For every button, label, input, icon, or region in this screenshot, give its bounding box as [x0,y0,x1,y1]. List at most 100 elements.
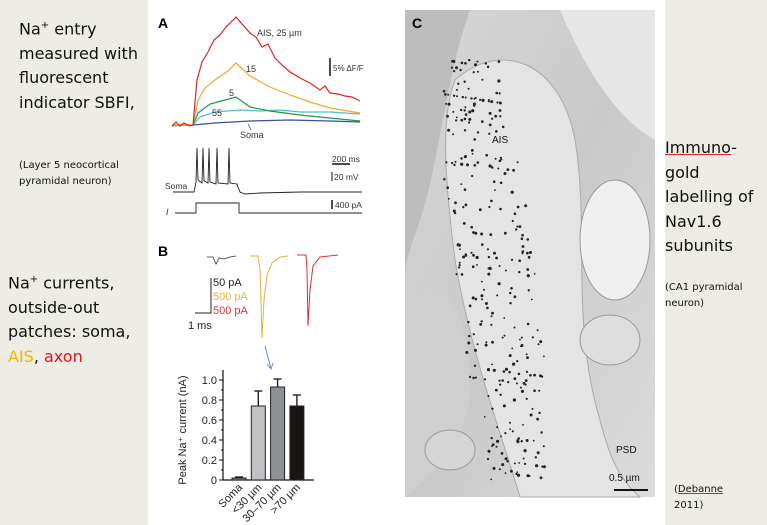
ais-current-trace [250,255,289,339]
text: currents, outside-out patches: [8,273,115,342]
gold-particle [465,351,469,354]
gold-particle [485,153,489,157]
text: ( [674,484,678,495]
gold-particle [446,186,450,189]
gold-particle [521,245,525,248]
bar-2 [270,386,286,481]
gold-particle [468,304,472,308]
axon-text: axon [44,346,83,366]
gold-particle [474,231,478,235]
gold-particle [525,353,528,356]
gold-particle [504,472,507,474]
gold-particle [536,417,539,421]
gold-particle [527,255,531,259]
gold-particle [508,354,512,358]
gold-particle [463,109,466,112]
gold-particle [468,58,471,62]
gold-particle [498,92,501,95]
gold-particle [447,93,450,96]
y-axis-label: Peak Na⁺ current (nA) [177,375,189,484]
na-entry-description: Na+ entry measured with fluorescent indi… [19,14,144,115]
gold-particle [471,152,474,155]
label-55: 55 [212,108,222,118]
gold-particle [483,416,486,418]
gold-particle [538,389,541,392]
gold-particle [496,439,500,443]
soma-current-trace [207,255,237,265]
gold-particle [446,114,449,118]
c-scale-label: 0.5 µm [609,473,640,484]
gold-particle [499,393,502,396]
gold-particle [467,87,470,90]
gold-particle [536,451,540,455]
gold-particle [452,59,456,64]
gold-particle [488,132,491,135]
gold-particle [525,397,528,400]
gold-particle [517,437,520,440]
gold-particle [487,449,491,453]
trace-soma [172,119,361,126]
gold-particle [539,374,542,378]
gold-particle [533,273,536,275]
gold-particle [487,255,491,259]
text: Na [19,19,41,39]
gold-particle [494,157,497,160]
gold-particle [503,334,506,337]
gold-particle [511,362,516,366]
gold-particle [512,398,517,402]
gold-particle [504,457,508,461]
gold-particle [519,338,521,341]
gold-particle [459,248,461,251]
text: -gold labelling of Nav1.6 subunits [665,138,754,255]
gold-particle [455,273,458,276]
gold-particle [463,129,467,132]
gold-particle [490,478,493,481]
gold-particle [496,101,499,104]
gold-particle [488,205,491,209]
gold-particle [472,376,475,380]
text: soma, [81,322,131,342]
scale-label-ais: 500 pA [213,291,249,303]
gold-particle [458,261,461,264]
gold-particle [473,364,477,367]
text: entry measured with fluorescent indicato… [19,19,138,112]
gold-particle [459,68,462,72]
gold-particle [498,109,502,112]
gold-particle [531,407,534,410]
b-time-scale-label: 1 ms [188,320,212,332]
gold-particle [540,431,543,434]
gold-particle [494,189,496,192]
gold-particle [524,379,528,382]
gold-particle [533,373,536,377]
gold-particle [453,163,456,167]
gold-particle [473,98,476,100]
gold-particle [448,197,450,200]
gold-particle [515,228,518,231]
gold-particle [506,460,509,463]
gold-particle [497,79,501,83]
gold-particle [445,161,448,164]
gold-particle [492,180,496,183]
gold-particle [468,121,471,124]
label-ais-25: AIS, 25 µm [257,28,302,38]
gold-particle [471,296,475,300]
gold-particle [500,452,504,455]
gold-particle [491,363,493,366]
gold-particle [526,274,530,278]
gold-particle [445,102,448,105]
gold-particle [486,457,490,461]
label-5: 5 [229,88,234,98]
gold-particle [467,320,470,324]
gold-particle [510,287,513,290]
gold-particle [460,183,463,186]
gold-particle [530,298,533,301]
y-tick-label: 0.6 [202,415,217,427]
gold-particle [474,348,477,352]
gold-particle [531,336,534,339]
text: Na [8,273,30,293]
gold-particle [526,268,530,271]
gold-particle [497,282,501,286]
gold-particle [509,291,512,295]
axon-current-trace [297,254,339,327]
